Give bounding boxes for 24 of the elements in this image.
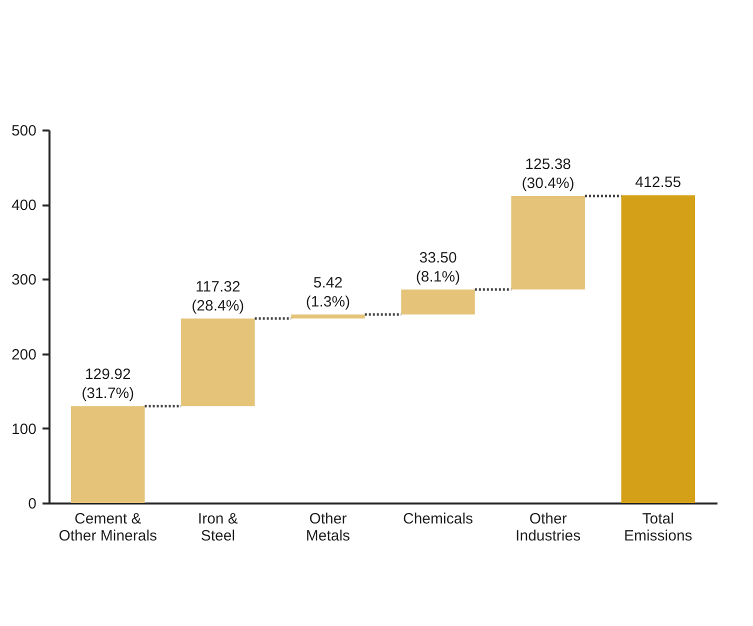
x-tick-label: Iron & Steel: [198, 510, 238, 544]
data-label: 129.92 (31.7%): [82, 366, 134, 402]
y-tick-label: 300: [11, 272, 36, 289]
bar: [621, 195, 695, 503]
data-label: 33.50 (8.1%): [416, 250, 460, 286]
y-tick-label: 0: [28, 496, 36, 512]
x-tick-label: Other Industries: [516, 510, 581, 544]
bar: [291, 314, 365, 319]
data-label: 5.42 (1.3%): [306, 274, 350, 311]
bar: [401, 290, 475, 315]
y-tick-label: 200: [11, 346, 36, 364]
x-tick-label: Cement & Other Minerals: [58, 510, 158, 544]
y-tick-label: 500: [11, 122, 36, 140]
y-tick-label: 100: [11, 420, 36, 438]
x-tick-label: Other Metals: [306, 510, 350, 544]
x-tick-label: Chemicals: [403, 510, 474, 528]
y-tick-label: 400: [11, 197, 36, 214]
data-label: 412.55: [635, 174, 682, 192]
data-label: 117.32 (28.4%): [192, 278, 244, 315]
data-label: 125.38 (30.4%): [522, 156, 574, 192]
x-tick-label: Total Emissions: [624, 510, 692, 544]
bar: [181, 318, 255, 406]
bar: [511, 196, 585, 290]
bar: [71, 406, 145, 503]
